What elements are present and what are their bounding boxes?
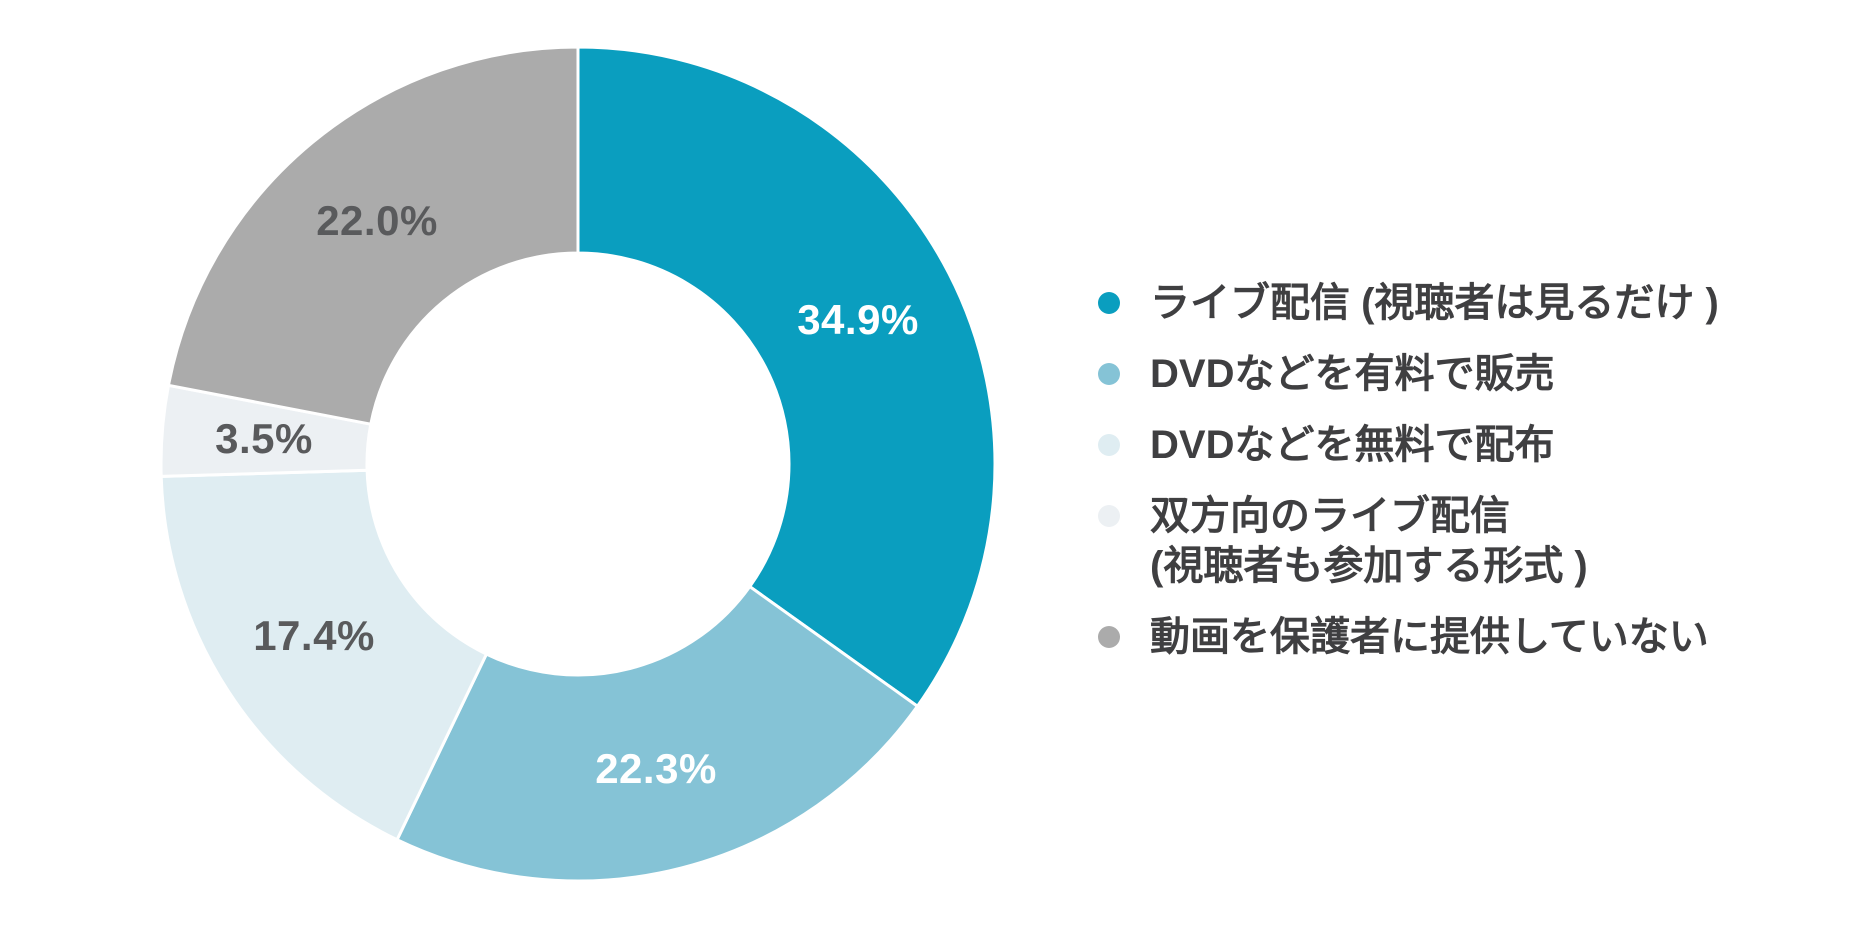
legend-item-interactive-live: 双方向のライブ配信 (視聴者も参加する形式 ) (1098, 491, 1719, 591)
legend-dot-icon (1098, 363, 1120, 385)
pie-slice-1 (395, 584, 920, 883)
chart-legend: ライブ配信 (視聴者は見るだけ ) DVDなどを有料で販売 DVDなどを無料で配… (1098, 278, 1719, 662)
legend-item-dvd-paid: DVDなどを有料で販売 (1098, 349, 1719, 399)
legend-item-dvd-free: DVDなどを無料で配布 (1098, 420, 1719, 470)
legend-label: ライブ配信 (視聴者は見るだけ ) (1150, 278, 1719, 328)
legend-label: DVDなどを有料で販売 (1150, 349, 1554, 399)
legend-item-no-video: 動画を保護者に提供していない (1098, 612, 1719, 662)
slice-value-label-3: 3.5% (215, 415, 313, 462)
pie-slice-0 (576, 45, 997, 709)
slice-value-label-2: 17.4% (253, 612, 375, 659)
slice-value-label-1: 22.3% (595, 745, 717, 792)
legend-dot-icon (1098, 626, 1120, 648)
slice-value-label-4: 22.0% (316, 197, 438, 244)
legend-label-line: 動画を保護者に提供していない (1150, 615, 1709, 659)
legend-label-line: ライブ配信 (視聴者は見るだけ ) (1150, 281, 1719, 325)
legend-label-line: (視聴者も参加する形式 ) (1150, 544, 1588, 588)
pie-slice-4 (166, 45, 580, 426)
legend-label: DVDなどを無料で配布 (1150, 420, 1554, 470)
legend-label-line: 双方向のライブ配信 (1150, 494, 1510, 538)
legend-dot-icon (1098, 292, 1120, 314)
legend-label: 動画を保護者に提供していない (1150, 612, 1709, 662)
slice-value-label-0: 34.9% (797, 296, 919, 343)
legend-label-line: DVDなどを無料で配布 (1150, 423, 1555, 467)
legend-item-live-stream: ライブ配信 (視聴者は見るだけ ) (1098, 278, 1719, 328)
legend-dot-icon (1098, 505, 1120, 527)
legend-label: 双方向のライブ配信 (視聴者も参加する形式 ) (1150, 491, 1588, 591)
legend-dot-icon (1098, 434, 1120, 456)
pie-slice-2 (159, 468, 489, 842)
legend-label-line: DVDなどを有料で販売 (1150, 352, 1555, 396)
